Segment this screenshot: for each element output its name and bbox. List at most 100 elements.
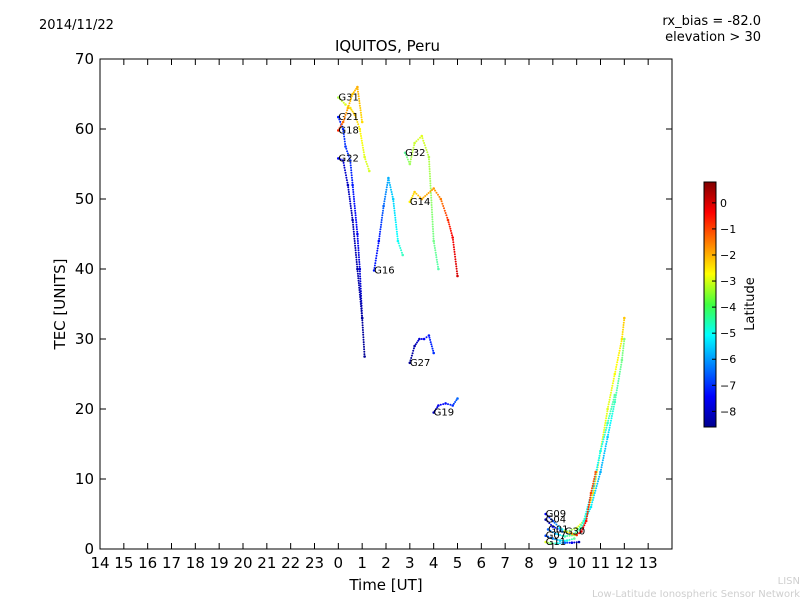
track-dot (350, 174, 353, 177)
track-dot (359, 282, 362, 285)
track-dot (349, 100, 352, 102)
data-point (551, 519, 555, 523)
data-point (544, 540, 547, 544)
track-dot (427, 153, 430, 156)
track-dot (431, 216, 434, 218)
data-point (606, 435, 609, 439)
track-dot (351, 186, 354, 189)
track-dot (570, 528, 573, 531)
track-dot (606, 438, 609, 441)
track-dot (619, 345, 622, 347)
track-dot (447, 221, 450, 224)
track-dot (454, 255, 457, 258)
track-dot (590, 496, 593, 499)
track-dot (593, 475, 596, 478)
track-dot (612, 377, 615, 380)
track-dot (338, 118, 341, 121)
track-dot (362, 331, 365, 334)
data-point (553, 532, 557, 535)
track-dot (361, 144, 364, 147)
track-dot (436, 406, 439, 409)
track-dot (602, 438, 605, 441)
track-dot (355, 254, 357, 256)
track-dot (347, 104, 350, 107)
track-dot (352, 188, 355, 191)
satellite-track-g30 (563, 470, 597, 537)
track-dot (374, 262, 377, 265)
track-dot (395, 226, 398, 228)
data-point (337, 96, 340, 99)
track-dot (600, 447, 603, 450)
x-axis-label: Time [UT] (348, 576, 422, 594)
track-dot (594, 489, 597, 492)
track-dot (357, 90, 359, 93)
track-dot (455, 399, 458, 402)
track-dot (554, 538, 557, 541)
track-dot (592, 489, 595, 492)
track-dot (354, 212, 357, 214)
track-dot (585, 517, 588, 520)
track-dot (584, 513, 587, 515)
track-dot (406, 158, 409, 161)
track-dot (345, 147, 348, 150)
track-dot (609, 394, 612, 396)
track-dot (411, 151, 414, 154)
track-dot (442, 403, 445, 406)
track-dot (355, 256, 358, 259)
track-dot (591, 501, 594, 504)
track-dot (452, 238, 454, 241)
track-dot (580, 524, 583, 526)
track-dot (348, 193, 351, 196)
track-dot (448, 225, 451, 228)
track-dot (391, 195, 394, 198)
track-dot (589, 496, 592, 499)
track-dot (356, 237, 359, 240)
track-dot (620, 342, 622, 345)
track-dot (587, 508, 590, 511)
track-dot (417, 138, 420, 141)
track-dot (561, 528, 564, 531)
track-dot (349, 202, 352, 205)
track-dot (409, 158, 412, 161)
track-dot (339, 125, 342, 128)
track-dot (360, 118, 363, 121)
x-tick-label: 13 (639, 554, 658, 572)
track-dot (556, 533, 559, 536)
track-dot (551, 531, 554, 534)
data-point (544, 518, 547, 521)
track-dot (351, 214, 353, 217)
track-dot (430, 194, 433, 197)
track-dot (346, 152, 349, 155)
track-dot (354, 251, 357, 254)
data-point (356, 85, 359, 89)
track-dot (607, 417, 610, 420)
colorbar-gradient (703, 181, 717, 428)
track-dot (432, 228, 434, 230)
track-dot (340, 123, 343, 126)
track-dot (449, 227, 452, 230)
track-dot (443, 209, 446, 212)
track-dot (607, 405, 610, 408)
data-point (573, 537, 576, 540)
track-dot (605, 426, 608, 429)
track-dot (363, 153, 366, 156)
track-dot (357, 254, 360, 256)
satellite-label: G04 (546, 515, 566, 526)
track-dot (428, 168, 431, 170)
track-dot (358, 289, 361, 291)
track-dot (611, 410, 614, 413)
track-dot (616, 387, 619, 389)
track-dot (428, 172, 431, 175)
track-dot (603, 424, 606, 427)
track-dot (350, 166, 352, 169)
track-dot (396, 233, 399, 235)
track-dot (358, 265, 361, 268)
satellite-track-g11 (544, 540, 581, 545)
track-dot (360, 312, 363, 315)
track-dot (343, 164, 346, 167)
data-point (420, 134, 424, 138)
data-point (341, 159, 345, 162)
track-dot (601, 461, 604, 464)
data-point (575, 526, 578, 530)
track-dot (409, 198, 412, 201)
